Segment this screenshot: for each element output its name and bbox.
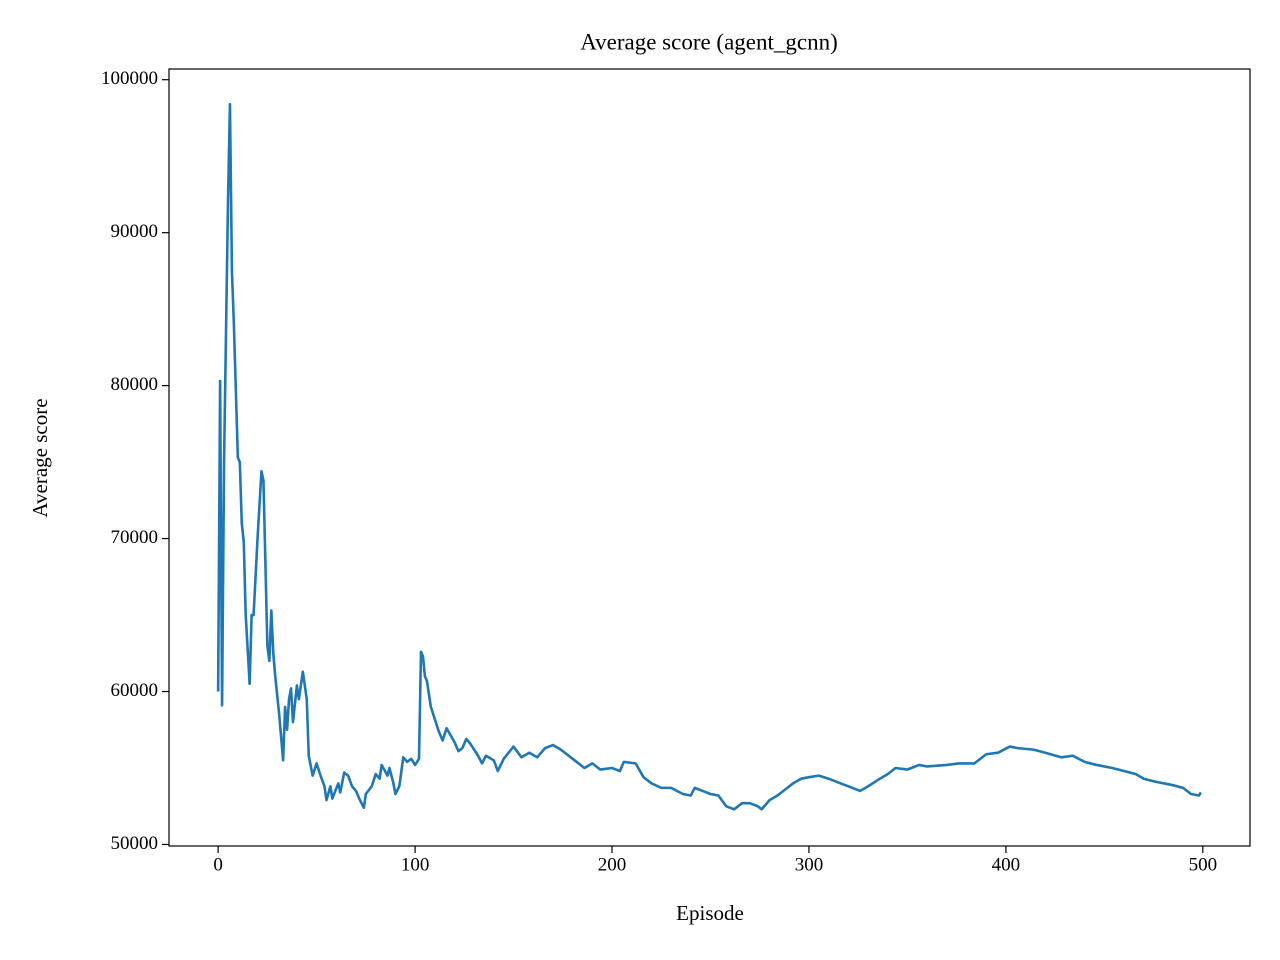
y-tick-label: 60000 xyxy=(111,680,159,701)
y-tick-label: 50000 xyxy=(111,833,159,854)
x-tick-label: 300 xyxy=(795,854,824,875)
plot-frame xyxy=(168,68,1251,847)
y-tick-label: 80000 xyxy=(111,374,159,395)
line-series xyxy=(216,102,1202,811)
chart-title: Average score (agent_gcnn) xyxy=(580,29,838,54)
x-tick-label: 0 xyxy=(213,854,223,875)
x-tick-label: 400 xyxy=(992,854,1021,875)
y-tick-label: 100000 xyxy=(101,68,158,89)
y-tick-label: 90000 xyxy=(111,221,159,242)
y-axis-label: Average score xyxy=(28,398,52,517)
y-tick-label: 70000 xyxy=(111,527,159,548)
x-tick-label: 100 xyxy=(401,854,430,875)
x-tick-label: 200 xyxy=(598,854,627,875)
x-tick-label: 500 xyxy=(1189,854,1218,875)
x-axis-label: Episode xyxy=(676,901,744,925)
